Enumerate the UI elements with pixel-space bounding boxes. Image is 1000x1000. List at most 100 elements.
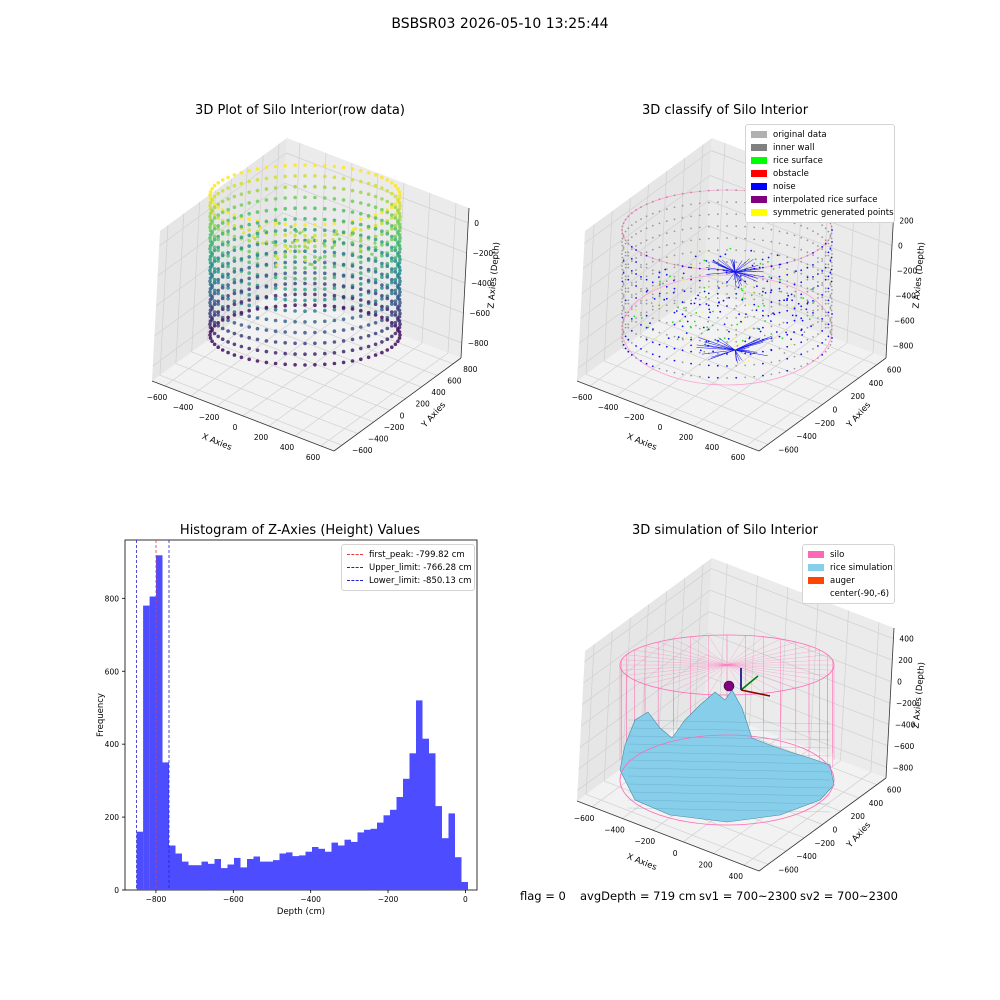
raw-point xyxy=(232,205,237,209)
raw-point xyxy=(332,164,337,169)
raw-point xyxy=(255,285,260,290)
classify-point xyxy=(753,238,756,241)
raw-grid-x xyxy=(320,352,449,447)
raw-point xyxy=(293,233,297,238)
raw-point xyxy=(226,294,230,298)
classify-point xyxy=(829,246,832,249)
classify-point xyxy=(793,234,796,237)
raw-point xyxy=(283,196,288,200)
raw-point xyxy=(359,228,363,232)
raw-point xyxy=(255,231,260,236)
raw-point xyxy=(350,221,355,225)
raw-point xyxy=(359,217,363,222)
raw-point xyxy=(393,183,398,188)
classify-grid-y xyxy=(640,184,649,335)
raw-point xyxy=(232,213,237,217)
simulation-y-tick-label: 0 xyxy=(833,826,838,835)
raw-point xyxy=(398,333,402,337)
raw-point xyxy=(239,192,244,196)
raw-point xyxy=(303,341,307,346)
raw-point xyxy=(232,245,237,250)
raw-point xyxy=(208,333,212,337)
simulation-x-tick-label: −400 xyxy=(604,826,625,835)
raw-point xyxy=(359,303,363,308)
classify-point xyxy=(726,297,728,299)
classify-point xyxy=(778,290,781,293)
raw-grid-x xyxy=(268,332,397,427)
raw-point xyxy=(256,234,260,239)
raw-point xyxy=(216,248,220,253)
raw-point xyxy=(220,296,225,301)
raw-point xyxy=(232,277,237,282)
raw-point xyxy=(293,309,297,313)
classify-point xyxy=(800,260,803,263)
raw-point xyxy=(273,197,278,201)
raw-point xyxy=(398,311,402,316)
status-sv1: sv1 = 700~2300 xyxy=(699,889,797,903)
raw-point xyxy=(396,305,400,310)
classify-point xyxy=(800,284,803,287)
raw-point xyxy=(323,287,327,291)
classify-point xyxy=(829,330,832,332)
raw-point xyxy=(373,331,378,336)
raw-point xyxy=(208,254,213,259)
raw-point xyxy=(393,320,398,325)
simulation-y-axis-label: Y Axies xyxy=(844,820,873,851)
raw-point xyxy=(283,206,288,211)
raw-point xyxy=(393,194,398,199)
raw-point xyxy=(232,237,237,242)
legend-swatch xyxy=(808,564,824,571)
classify-point xyxy=(831,241,833,243)
raw-point xyxy=(264,328,269,332)
classify-point xyxy=(778,302,781,305)
raw-point xyxy=(239,257,244,261)
raw-point xyxy=(398,247,402,251)
raw-point xyxy=(216,321,220,325)
raw-point xyxy=(397,211,402,216)
raw-point xyxy=(380,297,384,301)
raw-x-tick-label: −200 xyxy=(199,413,220,422)
classify-point xyxy=(812,230,814,233)
raw-point xyxy=(247,255,251,259)
raw-point xyxy=(352,227,356,231)
raw-point xyxy=(380,275,384,280)
raw-point xyxy=(393,256,398,260)
raw-point xyxy=(390,234,394,239)
raw-point xyxy=(247,271,251,275)
raw-point xyxy=(212,277,217,282)
raw-point xyxy=(390,191,394,196)
legend-item: center(-90,-6) xyxy=(808,587,889,600)
raw-point xyxy=(283,239,288,243)
raw-grid-x xyxy=(294,342,423,437)
raw-point xyxy=(380,210,384,215)
raw-point xyxy=(341,317,346,322)
status-sv2: sv2 = 700~2300 xyxy=(800,889,898,903)
raw-point xyxy=(390,291,394,296)
raw-point xyxy=(398,236,402,240)
raw-point xyxy=(332,261,337,266)
raw-point xyxy=(398,214,402,219)
raw-point xyxy=(220,307,225,312)
raw-point xyxy=(313,255,317,259)
classify-z-tick-label: 0 xyxy=(898,242,903,251)
raw-point xyxy=(247,308,251,313)
classify-x-axis-line xyxy=(576,380,760,452)
raw-grid-x xyxy=(216,312,345,407)
classify-point xyxy=(770,240,773,243)
raw-point xyxy=(359,236,363,240)
raw-point xyxy=(263,229,267,233)
classify-grid-y xyxy=(694,144,704,295)
raw-point xyxy=(293,320,297,324)
raw-point xyxy=(303,352,307,357)
raw-point xyxy=(226,221,230,226)
raw-point xyxy=(220,242,225,247)
raw-point xyxy=(293,303,297,308)
raw-point xyxy=(247,346,251,351)
classify-point xyxy=(829,306,832,308)
raw-point xyxy=(212,323,217,328)
raw-point xyxy=(255,188,260,193)
raw-point xyxy=(226,307,230,312)
raw-point xyxy=(273,275,278,280)
raw-point xyxy=(397,297,402,302)
raw-point xyxy=(212,202,217,207)
